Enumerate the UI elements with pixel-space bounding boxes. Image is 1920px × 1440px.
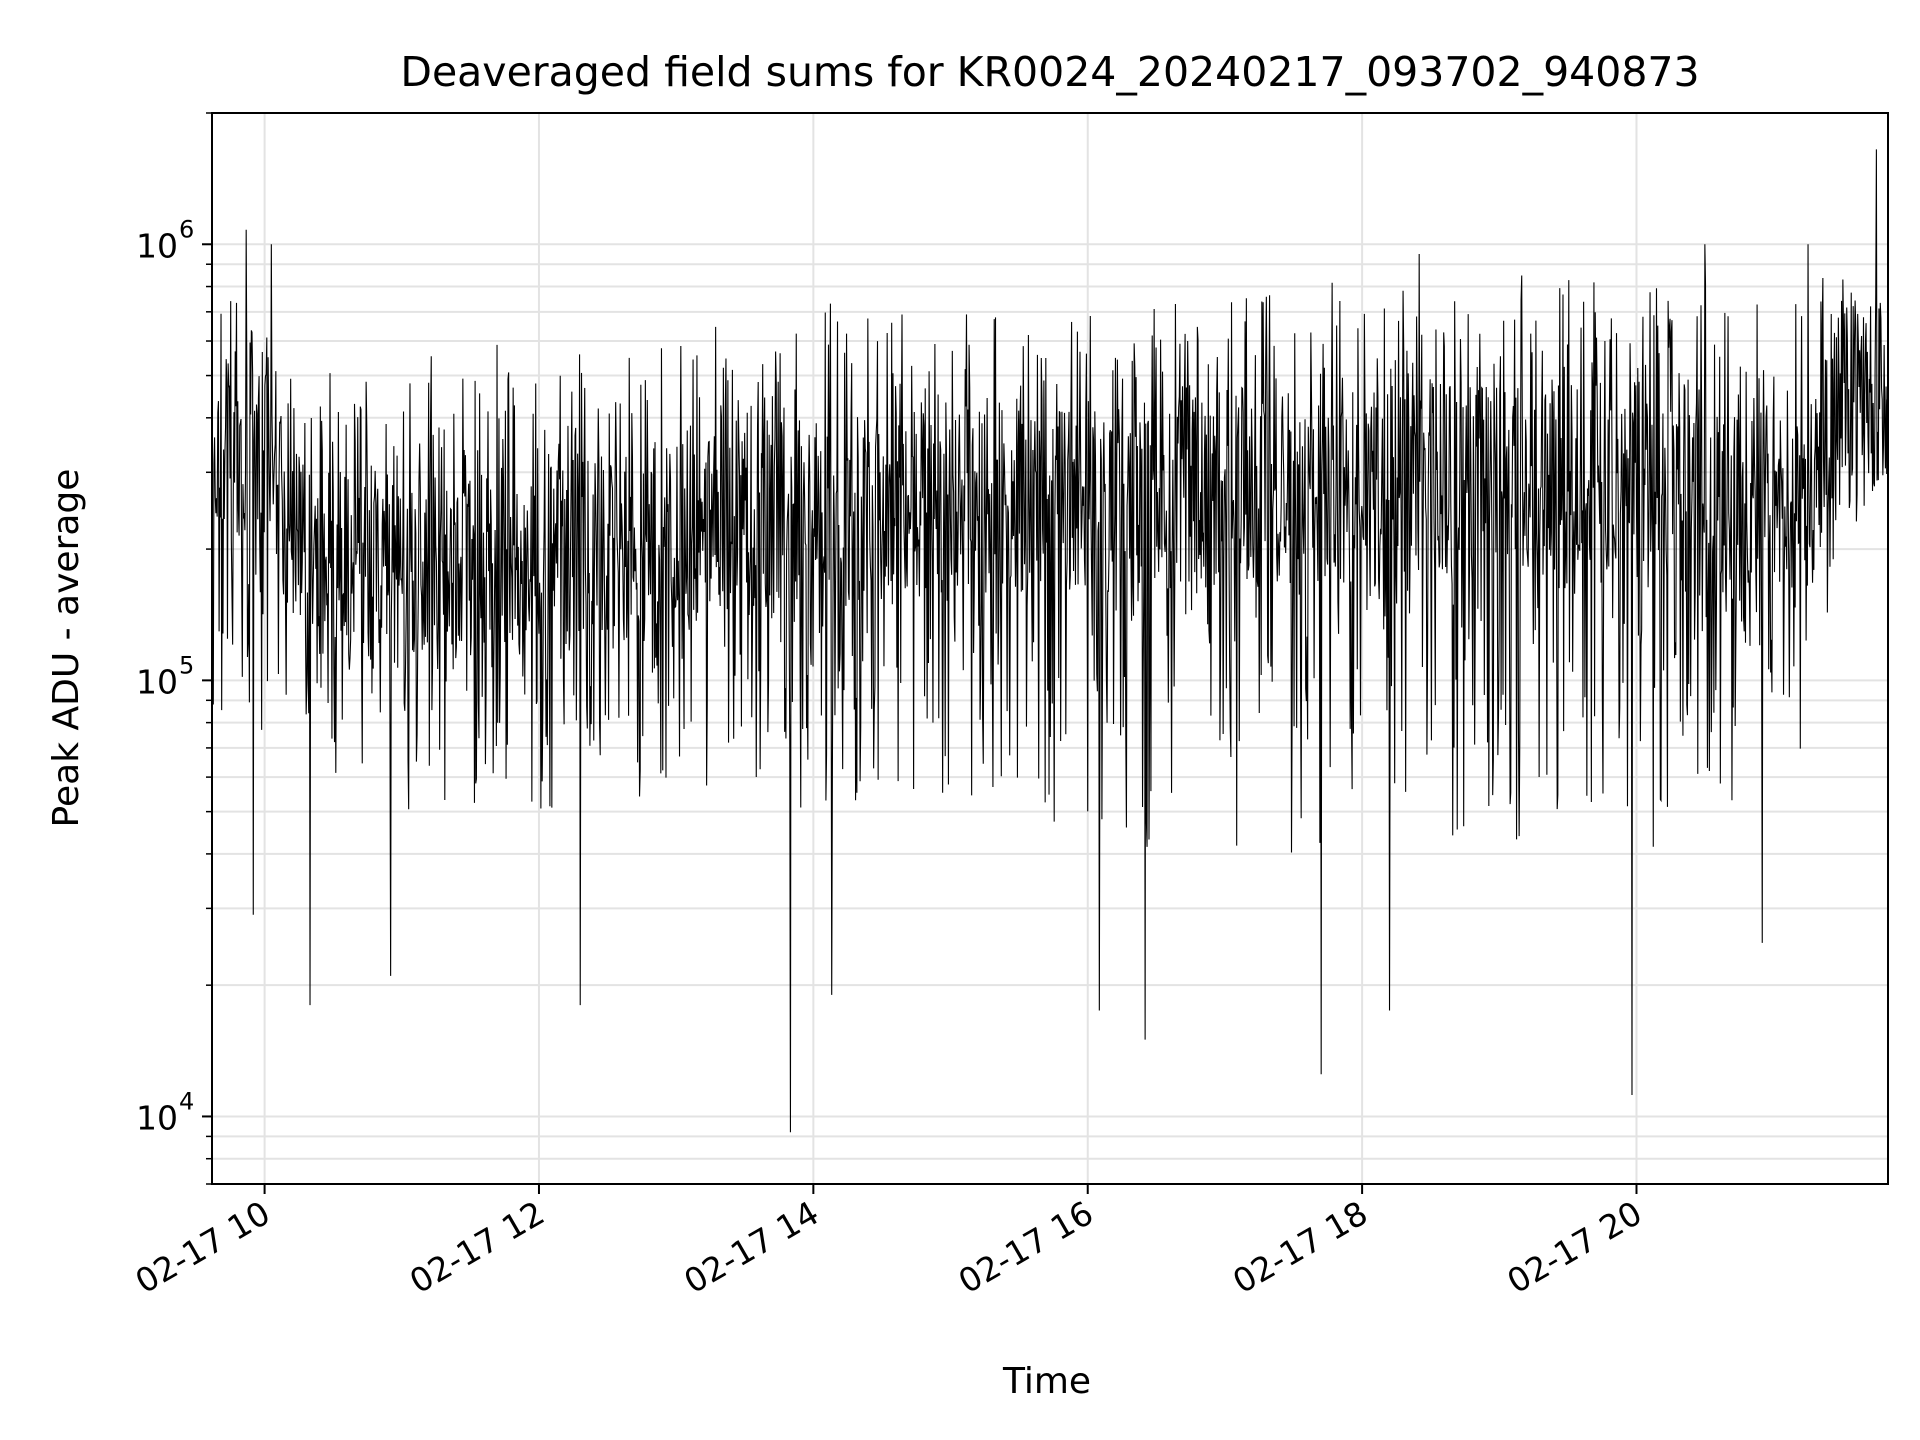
y-tick-exponent: 4 <box>179 1087 194 1115</box>
y-tick-exponent: 5 <box>179 651 194 679</box>
x-axis-label: Time <box>1002 1361 1091 1402</box>
y-tick-label: 10 <box>136 226 178 265</box>
series-line <box>212 149 1888 1133</box>
y-tick-exponent: 6 <box>179 215 194 243</box>
chart-title: Deaveraged field sums for KR0024_2024021… <box>400 48 1699 96</box>
y-tick-label: 10 <box>136 662 178 701</box>
y-tick-label: 10 <box>136 1098 178 1137</box>
data-series <box>212 149 1888 1133</box>
plot-frame <box>211 112 1889 1185</box>
y-axis-label: Peak ADU - average <box>46 469 87 828</box>
